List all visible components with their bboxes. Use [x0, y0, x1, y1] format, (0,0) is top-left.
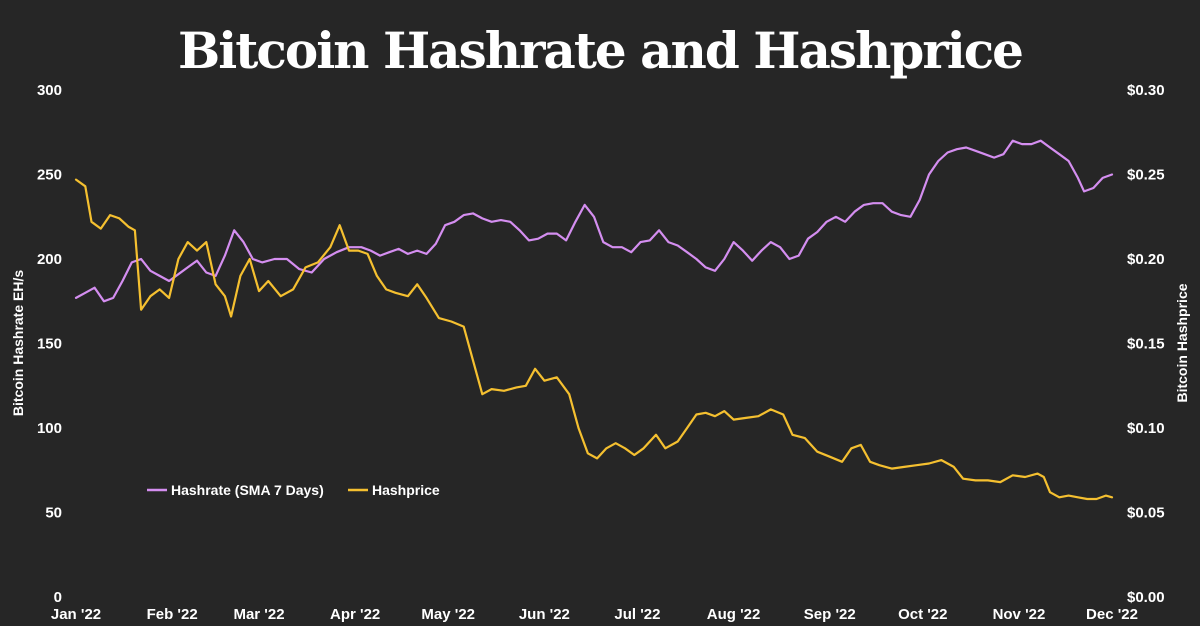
series-line-hashrate-sma-7-days	[74, 139, 1114, 303]
y-left-tick-label: 100	[37, 420, 62, 437]
y-left-tick-label: 250	[37, 167, 62, 184]
y-left-tick-label: 50	[45, 505, 62, 522]
y-right-ticks: $0.00 $0.05 $0.10 $0.15 $0.20 $0.25 $0.30	[1127, 82, 1165, 606]
x-tick-label: Aug '22	[707, 606, 761, 623]
legend-label: Hashprice	[372, 482, 440, 498]
y-left-axis-title: Bitcoin Hashrate EH/s	[10, 270, 26, 416]
y-right-tick-label: $0.00	[1127, 589, 1165, 606]
x-tick-label: Jun '22	[519, 606, 570, 623]
y-right-tick-label: $0.15	[1127, 336, 1165, 353]
series-line-hashprice	[74, 178, 1114, 501]
y-left-ticks: 0 50 100 150 200 250 300	[37, 82, 62, 606]
x-tick-label: Jul '22	[614, 606, 660, 623]
legend-label: Hashrate (SMA 7 Days)	[171, 482, 324, 498]
legend: Hashrate (SMA 7 Days) Hashprice	[147, 482, 440, 498]
x-tick-label: May '22	[421, 606, 475, 623]
y-left-tick-label: 150	[37, 336, 62, 353]
x-tick-label: Sep '22	[804, 606, 856, 623]
x-tick-label: Dec '22	[1086, 606, 1138, 623]
x-tick-label: Apr '22	[330, 606, 380, 623]
y-right-tick-label: $0.05	[1127, 505, 1165, 522]
y-left-tick-label: 300	[37, 82, 62, 99]
y-right-axis-title: Bitcoin Hashprice	[1174, 283, 1190, 402]
x-tick-label: Jan '22	[51, 606, 101, 623]
y-right-tick-label: $0.30	[1127, 82, 1165, 99]
x-tick-label: Nov '22	[993, 606, 1046, 623]
y-right-tick-label: $0.25	[1127, 167, 1165, 184]
x-tick-label: Mar '22	[233, 606, 284, 623]
series-lines	[74, 139, 1114, 501]
x-axis-ticks: Jan '22 Feb '22 Mar '22 Apr '22 May '22 Jun '…	[51, 606, 1138, 623]
x-tick-label: Oct '22	[898, 606, 947, 623]
chart-title: Bitcoin Hashrate and Hashprice	[178, 21, 1022, 80]
y-right-tick-label: $0.10	[1127, 420, 1165, 437]
y-left-tick-label: 0	[54, 589, 62, 606]
y-right-tick-label: $0.20	[1127, 251, 1165, 268]
x-tick-label: Feb '22	[147, 606, 198, 623]
y-left-tick-label: 200	[37, 251, 62, 268]
